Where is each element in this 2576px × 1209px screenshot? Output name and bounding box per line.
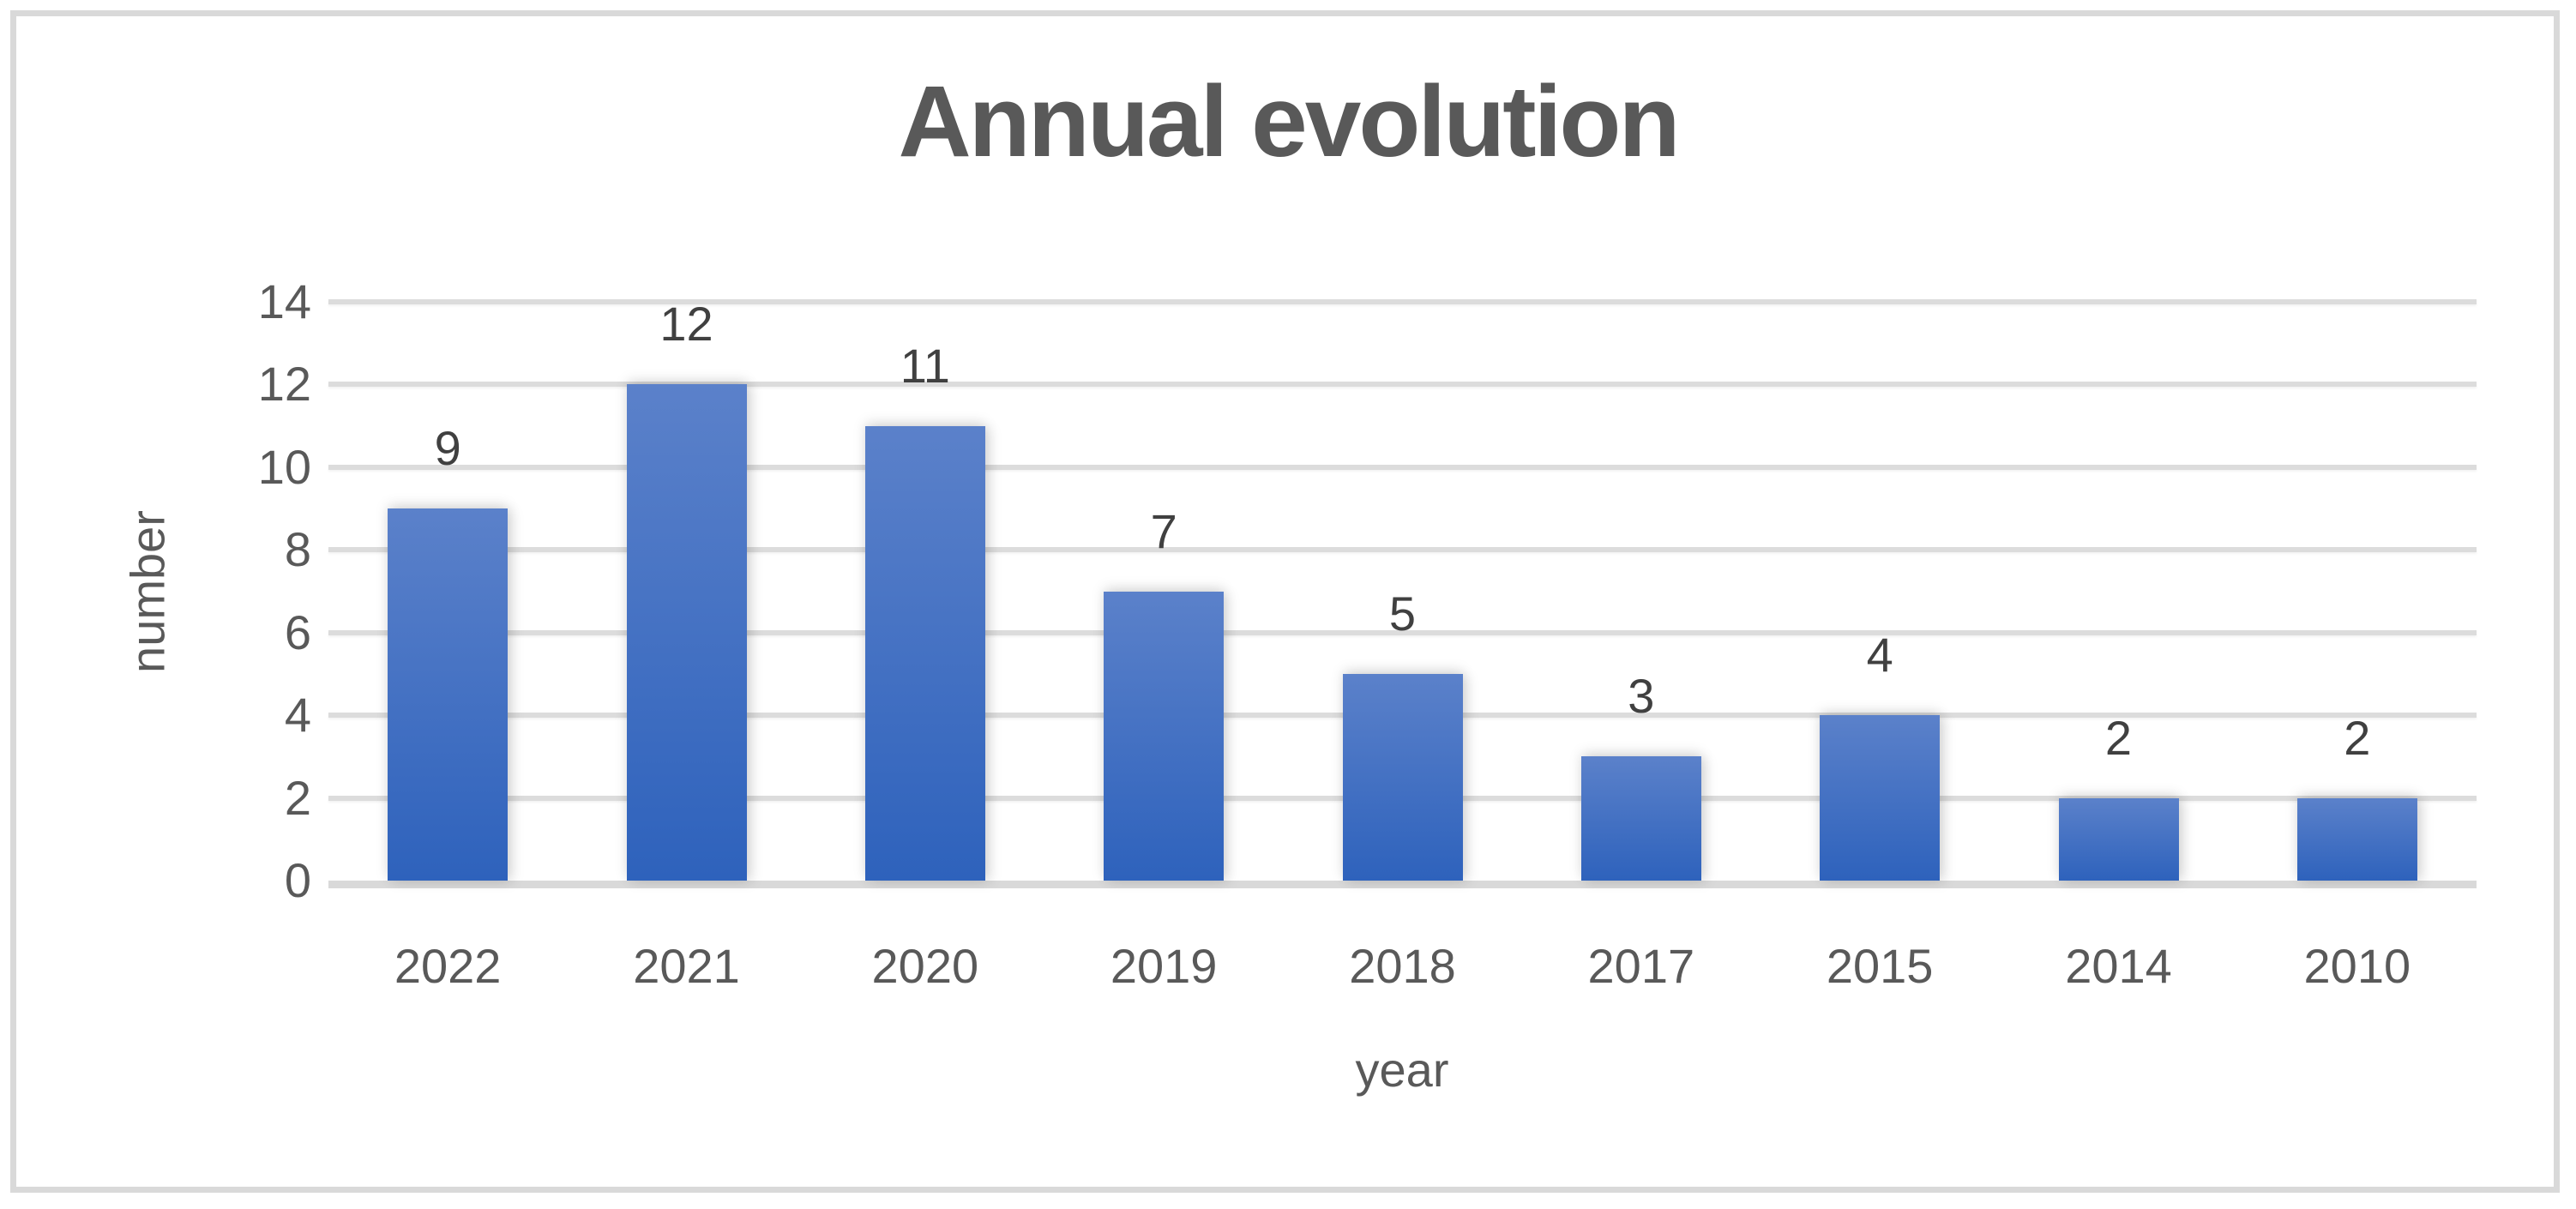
x-tick-label-2019: 2019 xyxy=(1110,939,1218,993)
bar-value-label-2014: 2 xyxy=(2104,710,2133,765)
bar-value-label-2022: 9 xyxy=(434,421,461,476)
y-tick-label-14: 14 xyxy=(257,274,311,328)
bar-2021 xyxy=(626,384,747,881)
bar-value-label-2019: 7 xyxy=(1150,503,1177,558)
y-tick-label-0: 0 xyxy=(284,853,311,907)
bar-2010 xyxy=(2296,797,2417,881)
x-tick-label-2021: 2021 xyxy=(633,939,740,993)
bar-value-label-2020: 11 xyxy=(900,338,950,393)
x-tick-label-2015: 2015 xyxy=(1826,939,1934,993)
bar-2020 xyxy=(864,425,985,881)
x-tick-label-2018: 2018 xyxy=(1349,939,1456,993)
y-tick-label-2: 2 xyxy=(284,770,311,825)
y-tick-label-12: 12 xyxy=(257,357,311,412)
gridline-y-10 xyxy=(328,464,2477,470)
bar-2019 xyxy=(1104,591,1225,881)
x-tick-label-2010: 2010 xyxy=(2303,939,2411,993)
bar-2018 xyxy=(1342,673,1463,881)
bar-2022 xyxy=(388,508,509,881)
x-axis-title: year xyxy=(1355,1043,1449,1097)
bar-value-label-2021: 12 xyxy=(659,297,713,352)
x-tick-label-2022: 2022 xyxy=(394,939,502,993)
gridline-y-8 xyxy=(328,547,2477,553)
bar-value-label-2015: 4 xyxy=(1866,628,1893,683)
gridline-y-6 xyxy=(328,629,2477,635)
bar-2014 xyxy=(2058,797,2179,881)
y-tick-label-10: 10 xyxy=(257,439,311,494)
chart-title: Annual evolution xyxy=(898,65,1680,178)
bar-2017 xyxy=(1580,756,1701,881)
y-tick-label-4: 4 xyxy=(284,688,311,743)
x-tick-label-2014: 2014 xyxy=(2065,939,2172,993)
gridline-y-14 xyxy=(328,299,2477,304)
x-tick-label-2017: 2017 xyxy=(1587,939,1695,993)
x-axis-line xyxy=(328,881,2477,888)
bar-value-label-2010: 2 xyxy=(2344,710,2371,765)
bar-value-label-2017: 3 xyxy=(1628,669,1655,724)
bar-value-label-2018: 5 xyxy=(1388,586,1417,641)
y-tick-label-8: 8 xyxy=(284,522,311,577)
gridline-y-12 xyxy=(328,382,2477,388)
bar-2015 xyxy=(1820,715,1941,881)
y-tick-label-6: 6 xyxy=(284,604,311,659)
x-tick-label-2020: 2020 xyxy=(871,939,979,993)
